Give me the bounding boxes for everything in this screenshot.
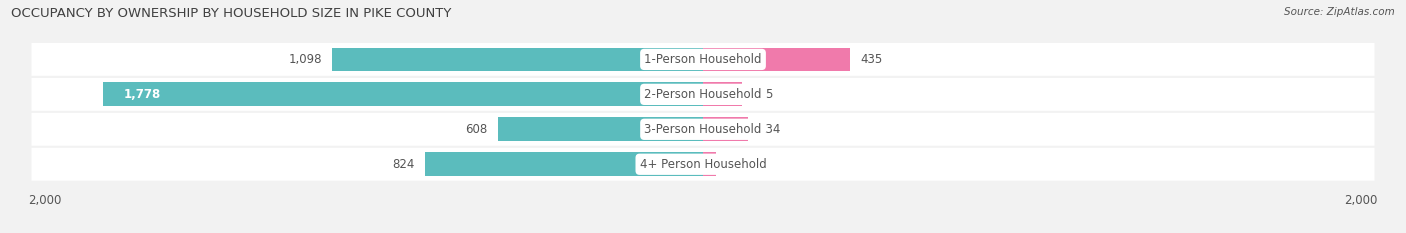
Bar [703, 117, 748, 141]
Bar [703, 82, 742, 106]
Text: 2,000: 2,000 [1344, 194, 1378, 207]
Text: 435: 435 [860, 53, 882, 66]
Text: 115: 115 [752, 88, 775, 101]
FancyBboxPatch shape [31, 78, 1375, 111]
Text: 1-Person Household: 1-Person Household [644, 53, 762, 66]
Bar [498, 117, 703, 141]
FancyBboxPatch shape [31, 43, 1375, 76]
Text: 134: 134 [758, 123, 780, 136]
Text: 2-Person Household: 2-Person Household [644, 88, 762, 101]
Bar [425, 152, 703, 176]
Text: 1,778: 1,778 [124, 88, 160, 101]
Bar [103, 82, 703, 106]
FancyBboxPatch shape [31, 148, 1375, 181]
Bar [703, 48, 849, 71]
Text: 2,000: 2,000 [28, 194, 62, 207]
Text: 4+ Person Household: 4+ Person Household [640, 158, 766, 171]
Text: 608: 608 [465, 123, 488, 136]
Bar [703, 152, 716, 176]
Bar [332, 48, 703, 71]
Text: OCCUPANCY BY OWNERSHIP BY HOUSEHOLD SIZE IN PIKE COUNTY: OCCUPANCY BY OWNERSHIP BY HOUSEHOLD SIZE… [11, 7, 451, 20]
Text: 3-Person Household: 3-Person Household [644, 123, 762, 136]
Text: Source: ZipAtlas.com: Source: ZipAtlas.com [1284, 7, 1395, 17]
Text: 1,098: 1,098 [288, 53, 322, 66]
Text: 824: 824 [392, 158, 415, 171]
FancyBboxPatch shape [31, 113, 1375, 146]
Text: 39: 39 [727, 158, 741, 171]
